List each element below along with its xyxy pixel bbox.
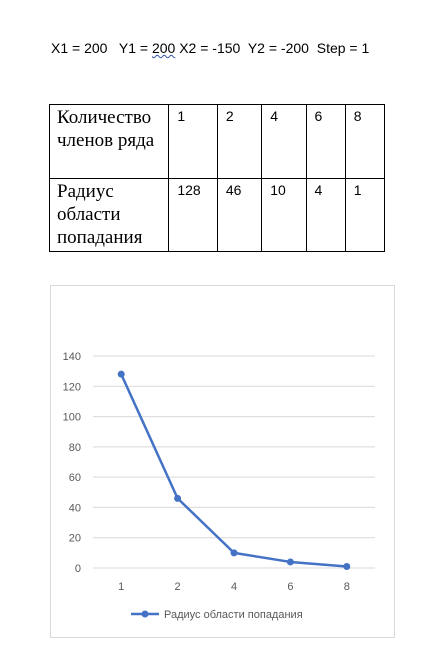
table-cell: 4 [261,104,307,179]
table-cell: 1 [344,178,386,252]
x-tick-label: 4 [231,581,237,593]
row-label-radius: Радиус области попадания [48,178,170,252]
table-cell: 10 [261,178,307,252]
legend-label: Радиус области попадания [164,609,303,621]
data-point [174,494,182,502]
param-y1-prefix: Y1 = [118,40,152,56]
chart-frame: 0 20 40 60 80 100 120 140 1 2 4 6 8 Радиус области по… [50,285,395,638]
table-cell: 128 [168,178,218,252]
param-step: Step = 1 [316,40,370,56]
y-tick-label: 80 [69,442,81,454]
x-tick-label: 6 [287,581,293,593]
y-tick-label: 20 [69,533,81,545]
data-point [286,558,294,566]
table-cell: 8 [344,104,386,179]
x-tick-label: 8 [344,581,350,593]
table-row-radius: Радиус области попадания 128 46 10 4 1 [48,178,386,252]
table-cell: 46 [216,178,263,252]
table-cell: 6 [305,104,346,179]
y-tick-label: 40 [69,502,81,514]
y-tick-label: 0 [75,563,81,575]
parameters-line: X1 = 200 Y1 = 200 X2 = -150 Y2 = -200 St… [51,38,369,58]
x-tick-label: 1 [118,581,124,593]
y-tick-label: 120 [63,381,81,393]
y-tick-label: 100 [63,412,81,424]
data-point [343,562,351,570]
table-cell: 2 [216,104,263,179]
param-y1-value: 200 [151,40,176,56]
data-point [230,549,238,557]
table-cell: 1 [168,104,218,179]
data-point [117,370,125,378]
param-x2: X2 = -150 [179,40,241,56]
row-label-terms: Количество членов ряда [48,104,170,179]
y-tick-label: 140 [63,351,81,363]
table-cell: 4 [305,178,346,252]
legend-marker [141,610,149,618]
x-tick-label: 2 [175,581,181,593]
y-tick-label: 60 [69,472,81,484]
line-chart: 0 20 40 60 80 100 120 140 1 2 4 6 8 Радиус области по… [63,351,375,621]
param-x1: X1 = 200 [51,40,108,56]
param-y2: Y2 = -200 [247,40,309,56]
data-table: Количество членов ряда 1 2 4 6 8 Радиус … [48,104,386,252]
table-row-terms: Количество членов ряда 1 2 4 6 8 [48,104,386,179]
